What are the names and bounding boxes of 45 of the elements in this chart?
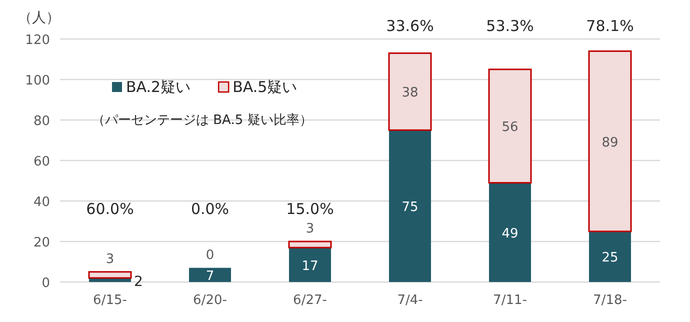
- y-tick-label: 100: [25, 74, 50, 88]
- bar: [88, 271, 132, 279]
- data-label: 17: [302, 258, 318, 274]
- bar: [589, 231, 631, 282]
- annotation: 15.0%: [286, 200, 334, 218]
- text: 53.3%: [486, 17, 534, 35]
- bar: [189, 268, 231, 282]
- annotation: 60.0%: [86, 200, 134, 218]
- bar: [288, 240, 332, 248]
- data-label: 38: [402, 86, 418, 101]
- y-tick-label: 20: [33, 236, 50, 250]
- legend-label: BA.2疑い: [126, 78, 191, 96]
- y-tick-label: 40: [33, 195, 50, 210]
- x-tick-label: 6/20-: [193, 293, 228, 308]
- y-axis-title: （人）: [18, 10, 60, 26]
- x-tick-label: 6/27-: [293, 293, 328, 308]
- annotation: （パーセンテージは BA.5 疑い比率）: [92, 112, 312, 128]
- bar: [388, 52, 432, 131]
- bar: [289, 248, 331, 282]
- data-label: 0: [206, 248, 214, 263]
- bar: [489, 182, 531, 282]
- y-tick-label: 60: [33, 154, 50, 170]
- data-label: 89: [602, 135, 618, 150]
- data-label: 7: [206, 268, 214, 284]
- x-tick-label: 7/18-: [593, 293, 628, 308]
- bar: [488, 68, 532, 184]
- y-tick-label: 80: [33, 114, 50, 129]
- annotation: 0.0%: [190, 200, 230, 218]
- x-tick-label: 7/4-: [397, 293, 424, 308]
- text: 33.6%: [386, 17, 434, 35]
- legend-label: BA.5疑い: [232, 78, 298, 96]
- data-label: 56: [502, 120, 518, 136]
- x-tick-label: 6/15-: [93, 293, 128, 308]
- data-label: 2: [134, 274, 143, 290]
- y-tick-label: 0: [42, 276, 50, 291]
- text: 78.1%: [586, 17, 634, 35]
- data-label: 49: [502, 226, 518, 242]
- y-tick-label: 120: [25, 33, 50, 48]
- data-label: 75: [402, 200, 418, 216]
- data-label: 3: [306, 222, 314, 236]
- data-label: 3: [106, 252, 114, 267]
- bar: [389, 130, 431, 282]
- data-label: 25: [602, 250, 618, 266]
- x-tick-label: 7/11-: [493, 293, 528, 308]
- bar: [588, 50, 632, 232]
